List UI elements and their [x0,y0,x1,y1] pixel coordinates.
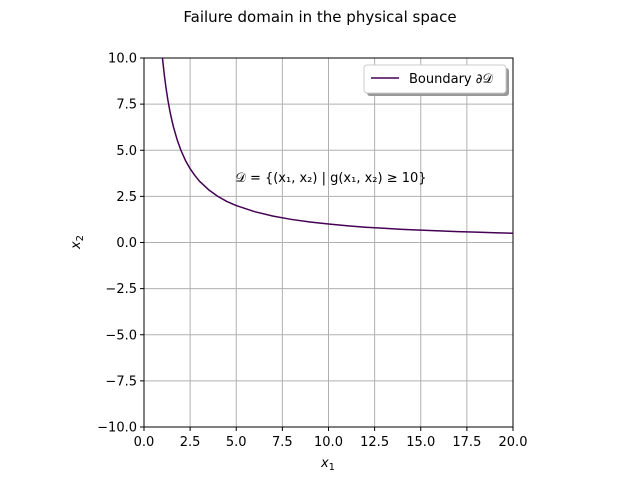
y-tick-label: 2.5 [116,190,137,205]
x-axis-label-subscript: 1 [329,462,335,473]
domain-annotation: 𝒟 = {(x₁, x₂) | g(x₁, x₂) ≥ 10} [235,171,426,186]
y-tick-label: 7.5 [116,98,137,113]
x-tick-label: 10.0 [314,435,343,450]
legend: Boundary ∂𝒟 [363,64,509,96]
x-tick-label: 15.0 [406,435,435,450]
x-tick-label: 0.0 [134,435,155,450]
y-tick-label: −7.5 [105,374,137,389]
y-tick-label: 10.0 [108,52,137,67]
x-axis-label: x1 [320,456,335,473]
series-layer [161,57,514,235]
y-axis: −10.0 −7.5 −5.0 −2.5 0.0 2.5 5.0 7.5 10.0 [97,52,144,436]
x-tick-label: 5.0 [226,435,247,450]
grid [143,57,514,428]
x-tick-label: 12.5 [360,435,389,450]
legend-box [363,64,507,94]
x-tick-label: 7.5 [272,435,293,450]
x-tick-label: 20.0 [499,435,528,450]
y-axis-label-base: x [69,241,84,250]
legend-label: Boundary ∂𝒟 [409,72,493,87]
x-axis-label-base: x [320,456,329,471]
y-tick-label: 5.0 [116,144,137,159]
x-tick-label: 17.5 [452,435,481,450]
y-tick-label: −10.0 [97,421,137,436]
y-axis-label-subscript: 2 [75,235,86,241]
y-tick-label: −5.0 [105,328,137,343]
x-tick-label: 2.5 [180,435,201,450]
series-line-boundary [161,57,514,235]
chart-title: Failure domain in the physical space [183,8,456,26]
y-tick-label: 0.0 [116,236,137,251]
y-axis-label: x2 [69,235,86,250]
y-tick-label: −2.5 [105,282,137,297]
x-axis: 0.0 2.5 5.0 7.5 10.0 12.5 15.0 17.5 20.0 [134,427,528,450]
